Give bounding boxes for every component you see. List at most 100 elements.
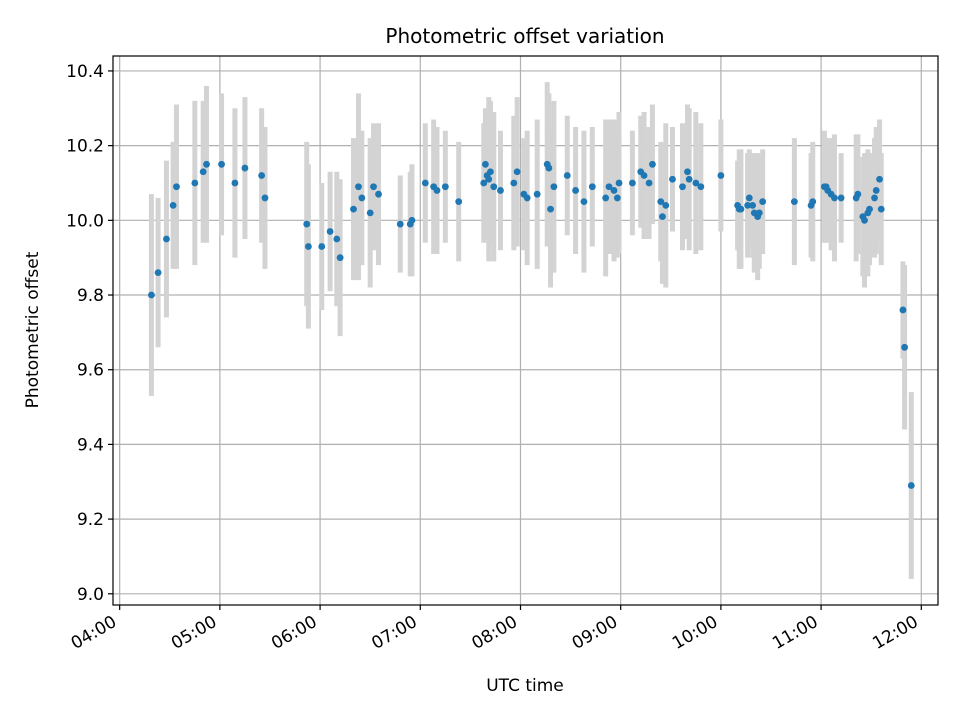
data-point: [657, 198, 665, 206]
data-point: [790, 198, 798, 206]
data-point: [692, 179, 700, 187]
data-point: [441, 183, 449, 191]
data-point: [605, 183, 613, 191]
data-point: [191, 179, 199, 187]
data-point: [421, 179, 429, 187]
data-point: [861, 216, 868, 224]
data-point: [485, 175, 493, 183]
data-point: [303, 220, 311, 228]
data-point: [355, 183, 362, 191]
data-point: [640, 172, 648, 179]
data-point: [547, 205, 554, 213]
data-point: [350, 205, 357, 213]
y-tick-label: 9.8: [77, 286, 104, 306]
point-layer: [148, 160, 915, 489]
data-point: [809, 198, 817, 206]
data-point: [396, 220, 404, 228]
data-point: [610, 187, 618, 194]
plot-frame: [112, 55, 939, 606]
data-point: [563, 172, 571, 179]
y-axis-label: Photometric offset: [23, 251, 43, 408]
x-axis-label: UTC time: [486, 676, 564, 696]
data-point: [837, 194, 845, 202]
data-point: [759, 198, 767, 206]
data-point: [336, 254, 344, 262]
data-point: [433, 187, 441, 194]
y-tick-label: 9.6: [77, 361, 104, 381]
data-point: [662, 201, 670, 209]
data-point: [163, 235, 170, 243]
data-point: [173, 183, 180, 191]
y-tick-label: 10.4: [66, 62, 104, 82]
data-point: [550, 183, 558, 191]
y-tick-label: 9.4: [77, 435, 104, 455]
data-point: [645, 179, 653, 187]
data-point: [533, 190, 541, 198]
data-point: [148, 291, 155, 299]
data-point: [231, 179, 239, 187]
data-point: [513, 168, 521, 176]
data-point: [203, 160, 210, 168]
data-point: [482, 160, 489, 168]
data-point: [487, 168, 494, 176]
data-point: [717, 172, 725, 179]
data-point: [831, 194, 838, 202]
data-point: [697, 183, 705, 191]
data-point: [241, 164, 249, 172]
data-point: [304, 243, 312, 250]
data-point: [901, 343, 908, 351]
data-point: [497, 187, 504, 194]
data-point: [744, 201, 752, 209]
y-tick-label: 9.0: [77, 585, 104, 605]
data-point: [669, 175, 676, 183]
data-point: [854, 190, 862, 198]
data-point: [659, 213, 666, 220]
data-point: [318, 243, 326, 250]
data-point: [685, 175, 693, 183]
data-point: [737, 205, 745, 213]
data-point: [628, 179, 636, 187]
data-point: [877, 205, 885, 213]
data-point: [218, 160, 225, 168]
chart-title: Photometric offset variation: [385, 24, 664, 48]
data-point: [871, 194, 878, 202]
data-point: [649, 160, 656, 168]
data-point: [745, 194, 753, 202]
data-point: [572, 187, 580, 194]
data-point: [375, 190, 382, 198]
y-tick-label: 10.2: [66, 137, 104, 157]
data-point: [199, 168, 207, 176]
data-point: [333, 235, 341, 243]
data-point: [510, 179, 518, 187]
data-point: [615, 179, 623, 187]
data-point: [580, 198, 588, 206]
data-point: [326, 228, 334, 235]
data-point: [866, 205, 873, 213]
y-tick-label: 9.2: [77, 510, 104, 530]
data-point: [370, 183, 377, 191]
data-point: [258, 172, 266, 179]
data-point: [480, 179, 488, 187]
data-point: [899, 306, 907, 314]
data-point: [490, 183, 498, 191]
data-point: [602, 194, 610, 202]
data-point: [545, 164, 553, 172]
data-point: [358, 194, 366, 202]
data-point: [455, 198, 463, 206]
data-point: [613, 194, 621, 202]
data-point: [749, 201, 757, 209]
data-point: [907, 482, 915, 489]
data-point: [588, 183, 596, 191]
data-point: [684, 168, 691, 176]
data-point: [408, 216, 416, 224]
data-point: [366, 209, 374, 217]
data-point: [154, 269, 162, 277]
data-point: [523, 194, 531, 202]
y-tick-label: 10.0: [66, 211, 104, 231]
data-point: [755, 209, 763, 217]
data-point: [169, 201, 177, 209]
data-point: [679, 183, 686, 191]
data-point: [876, 175, 883, 183]
